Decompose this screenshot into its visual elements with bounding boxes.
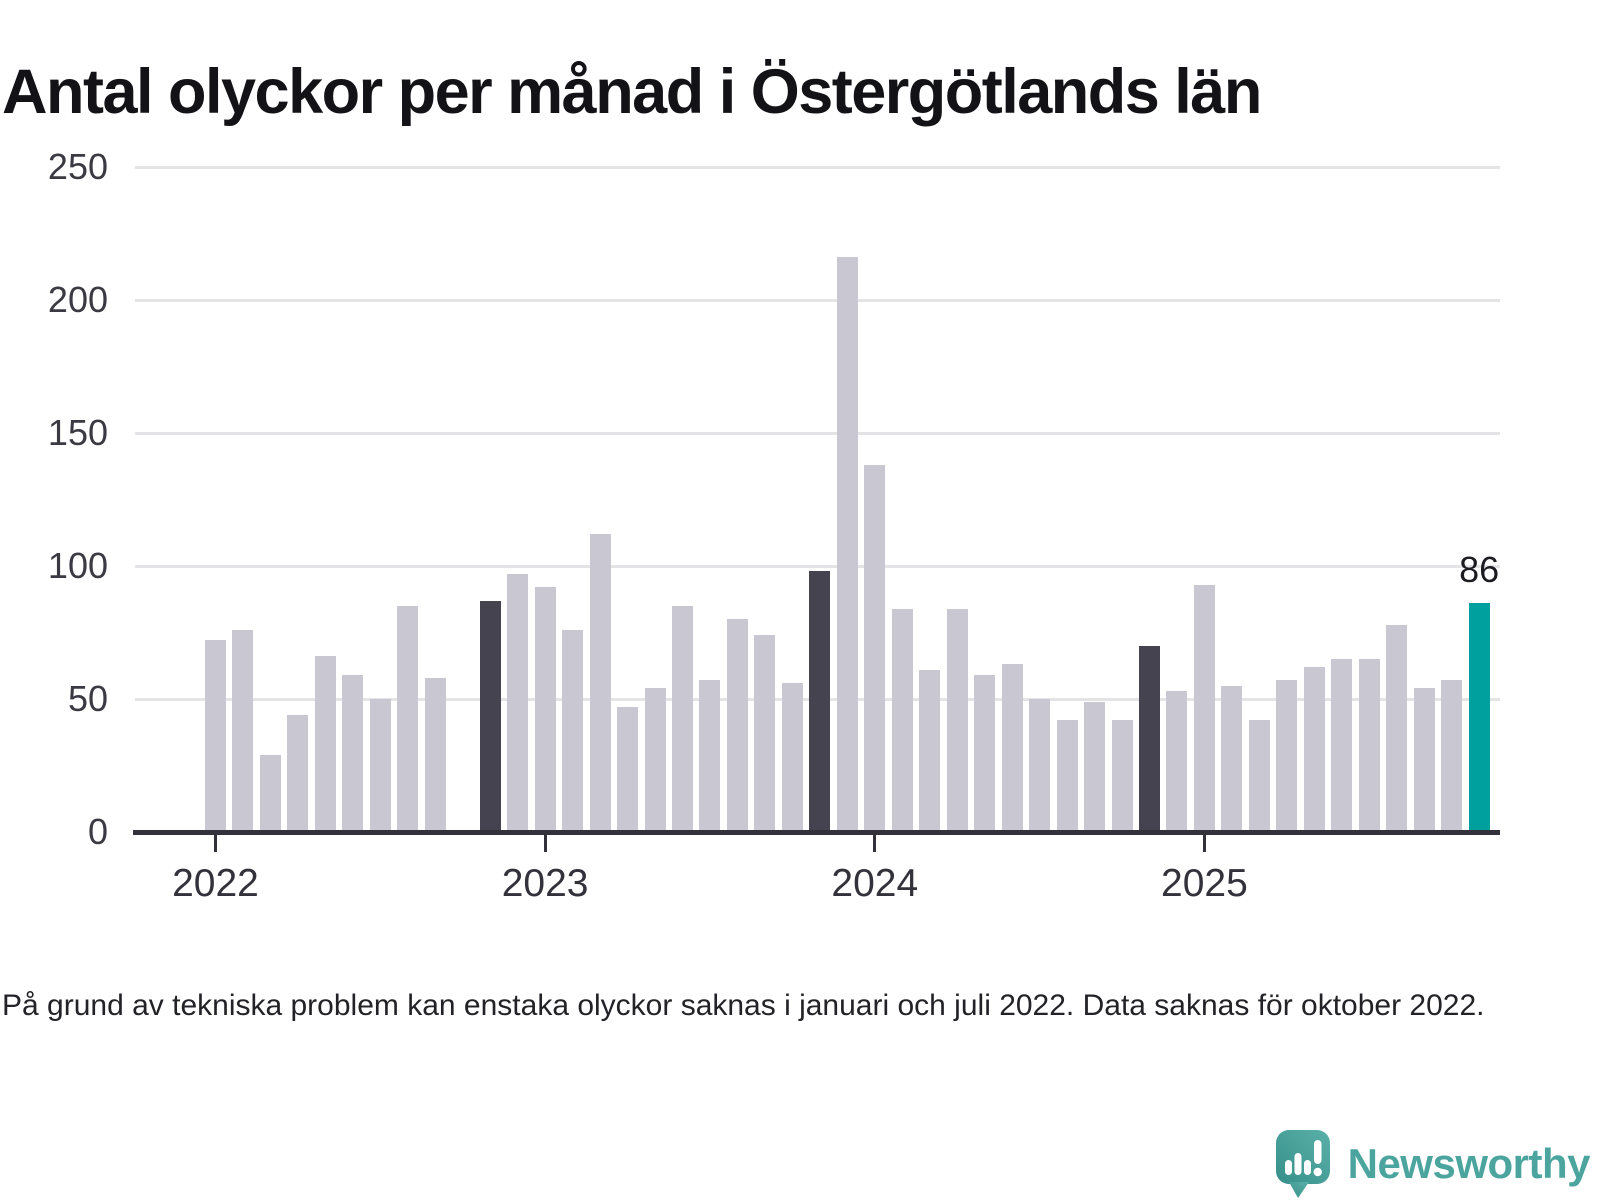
bar-2024-03: [919, 669, 941, 832]
bar-2022-04: [287, 714, 309, 832]
y-axis-label-50: 50: [67, 678, 108, 719]
bar-2024-11: [1138, 645, 1160, 832]
x-axis-label-2023: 2023: [501, 862, 589, 905]
gridline-100: [135, 564, 1500, 568]
x-axis-tick-2024: [873, 835, 877, 852]
bar-2024-01: [864, 464, 886, 832]
gridline-200: [135, 298, 1500, 302]
bar-2025-03: [1248, 720, 1270, 832]
bar-2022-09: [424, 677, 446, 832]
bar-2024-04: [946, 608, 968, 832]
bar-chart-plot-area: 0 50 100 150 200 250 86 2022 2023 2024 2025: [47, 146, 1500, 905]
bar-2022-11: [479, 600, 501, 832]
x-axis-tick-2025: [1202, 835, 1206, 852]
bar-2023-02: [562, 629, 584, 832]
y-axis-label-150: 150: [47, 412, 108, 453]
newsworthy-logo-text: Newsworthy: [1347, 1140, 1591, 1187]
bar-2022-08: [397, 605, 419, 832]
bar-2022-07: [369, 699, 391, 832]
bar-2023-01: [534, 587, 556, 832]
bar-2024-06: [1001, 664, 1023, 832]
bar-2024-09: [1084, 701, 1106, 832]
bar-2023-12: [836, 257, 858, 832]
bar-2025-06: [1331, 659, 1353, 832]
bar-2022-01: [205, 640, 226, 832]
gridline-150: [135, 431, 1500, 435]
bar-2024-02: [891, 608, 913, 832]
y-axis-label-100: 100: [47, 545, 108, 586]
bar-2023-04: [617, 706, 639, 832]
y-axis-label-250: 250: [47, 146, 108, 187]
bar-2022-05: [314, 656, 336, 832]
bar-2025-07: [1358, 659, 1380, 832]
bar-2024-08: [1056, 720, 1078, 832]
bar-2025-10: [1441, 680, 1463, 832]
bar-2025-02: [1221, 685, 1243, 832]
bar-2025-11: [1468, 603, 1490, 832]
bar-2025-09: [1413, 688, 1435, 832]
bar-2023-03: [589, 534, 611, 832]
bar-2025-08: [1386, 624, 1408, 832]
bar-2025-04: [1276, 680, 1298, 832]
bar-2024-12: [1166, 691, 1188, 832]
x-axis-label-2022: 2022: [172, 862, 259, 905]
bar-2022-06: [342, 675, 364, 832]
bar-2024-10: [1111, 720, 1133, 832]
bar-2023-10: [781, 683, 803, 832]
bar-2022-12: [507, 573, 529, 832]
gridline-250: [135, 165, 1500, 169]
bar-2024-05: [974, 675, 996, 832]
bar-2023-11: [809, 571, 831, 832]
bar-2024-07: [1029, 699, 1051, 832]
bar-2025-01: [1193, 584, 1215, 832]
bar-2023-09: [754, 635, 776, 832]
x-axis-tick-2023: [543, 835, 547, 852]
bar-2022-03: [259, 754, 281, 832]
newsworthy-logo-icon: [1275, 1130, 1330, 1198]
bar-2022-02: [232, 629, 254, 832]
current-bar-value-label: 86: [1459, 549, 1500, 591]
y-axis-label-0: 0: [87, 811, 108, 852]
chart-footnote: På grund av tekniska problem kan enstaka…: [2, 989, 1485, 1022]
bar-2025-05: [1303, 667, 1325, 832]
y-axis-label-200: 200: [47, 279, 108, 320]
newsworthy-logo: Newsworthy: [1274, 1128, 1591, 1200]
x-axis-label-2024: 2024: [831, 862, 919, 905]
x-axis-label-2025: 2025: [1161, 862, 1248, 905]
bar-2023-07: [699, 680, 721, 832]
bar-2023-08: [726, 619, 748, 832]
bar-2023-05: [644, 688, 666, 832]
x-axis-baseline: [133, 830, 1500, 835]
x-axis-tick-2022: [214, 835, 217, 852]
bar-2023-06: [671, 605, 693, 832]
chart-title: Antal olyckor per månad i Östergötlands …: [2, 57, 1262, 128]
